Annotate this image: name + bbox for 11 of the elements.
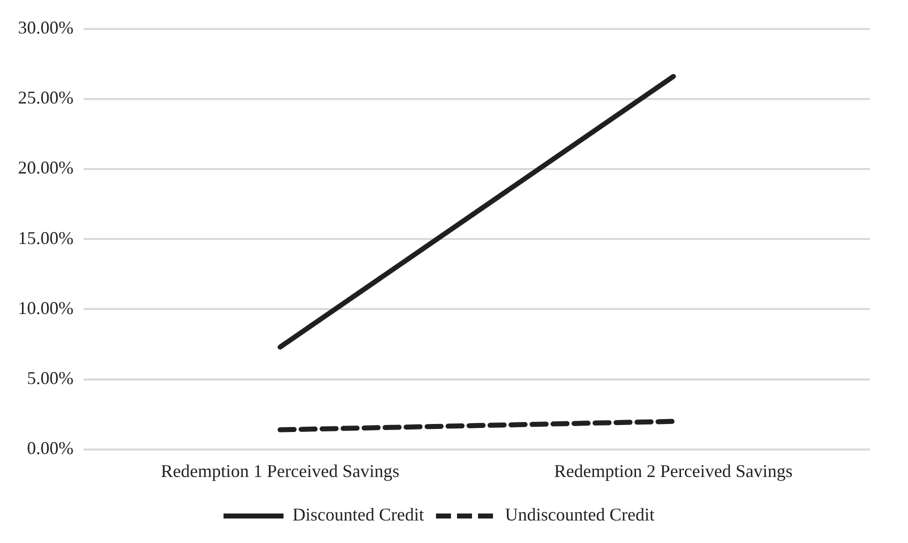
y-tick-label: 10.00%: [18, 298, 74, 318]
y-tick-label: 20.00%: [18, 158, 74, 178]
legend-label: Undiscounted Credit: [505, 504, 654, 525]
y-tick-label: 15.00%: [18, 228, 74, 248]
y-tick-label: 30.00%: [18, 18, 74, 38]
y-tick-label: 0.00%: [26, 438, 74, 458]
x-tick-label: Redemption 2 Perceived Savings: [554, 460, 793, 481]
y-tick-label: 5.00%: [26, 368, 74, 388]
x-tick-label: Redemption 1 Perceived Savings: [160, 460, 400, 481]
y-tick-label: 25.00%: [18, 88, 74, 108]
legend-label: Discounted Credit: [292, 504, 424, 525]
